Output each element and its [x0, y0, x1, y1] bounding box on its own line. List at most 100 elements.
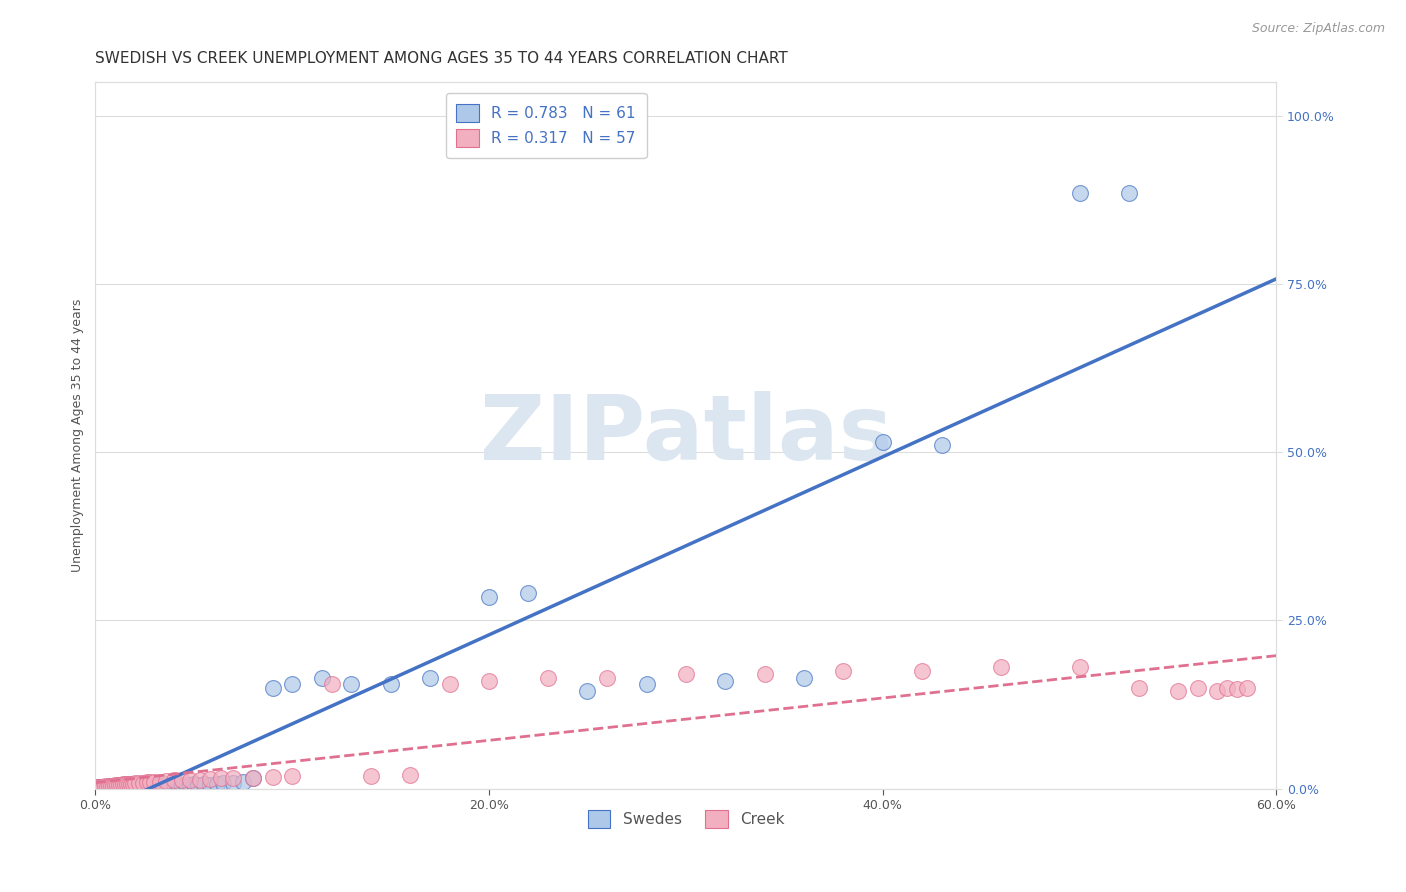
Point — [576, 684, 599, 698]
Point — [1206, 684, 1229, 698]
Point — [111, 780, 134, 794]
Point — [105, 778, 128, 792]
Point — [187, 778, 209, 792]
Text: Source: ZipAtlas.com: Source: ZipAtlas.com — [1251, 22, 1385, 36]
Point — [399, 768, 422, 782]
Point — [212, 776, 235, 790]
Point — [262, 770, 284, 784]
Point — [188, 772, 211, 787]
Point — [96, 780, 118, 794]
Point — [98, 779, 121, 793]
Point — [311, 671, 333, 685]
Point — [110, 779, 132, 793]
Point — [89, 780, 111, 794]
Point — [163, 778, 186, 792]
Point — [124, 776, 146, 790]
Point — [478, 673, 501, 688]
Point — [262, 681, 284, 695]
Point — [1226, 681, 1249, 696]
Point — [94, 779, 117, 793]
Text: ZIPatlas: ZIPatlas — [479, 392, 891, 479]
Point — [1128, 681, 1150, 695]
Point — [517, 586, 540, 600]
Point — [128, 776, 150, 790]
Point — [1069, 186, 1091, 201]
Point — [478, 590, 501, 604]
Point — [198, 778, 221, 792]
Point — [101, 780, 124, 794]
Point — [167, 778, 190, 792]
Point — [90, 780, 112, 794]
Point — [91, 780, 114, 794]
Point — [872, 435, 894, 450]
Point — [155, 774, 177, 789]
Point — [380, 677, 402, 691]
Point — [139, 775, 162, 789]
Point — [242, 771, 264, 785]
Point — [135, 775, 157, 789]
Point — [419, 671, 441, 685]
Point — [139, 779, 162, 793]
Point — [193, 777, 215, 791]
Point — [98, 779, 121, 793]
Point — [108, 780, 131, 794]
Point — [134, 778, 156, 792]
Point — [179, 778, 201, 792]
Point — [94, 780, 117, 794]
Point — [222, 772, 245, 786]
Point — [793, 671, 815, 685]
Point — [120, 777, 142, 791]
Point — [242, 772, 264, 786]
Point — [159, 778, 181, 792]
Point — [121, 780, 143, 794]
Point — [131, 776, 153, 790]
Point — [281, 769, 304, 783]
Point — [101, 779, 124, 793]
Point — [439, 677, 461, 691]
Point — [1236, 681, 1258, 695]
Point — [114, 777, 136, 791]
Point — [149, 774, 172, 789]
Point — [104, 778, 127, 792]
Point — [118, 777, 141, 791]
Point — [832, 664, 855, 678]
Point — [143, 774, 166, 789]
Point — [596, 671, 619, 685]
Point — [96, 780, 118, 794]
Legend: Swedes, Creek: Swedes, Creek — [582, 804, 790, 834]
Point — [89, 780, 111, 794]
Point — [143, 779, 166, 793]
Point — [170, 773, 193, 788]
Point — [990, 660, 1012, 674]
Point — [209, 772, 232, 786]
Point — [115, 780, 138, 794]
Point — [170, 779, 193, 793]
Point — [1187, 681, 1209, 695]
Point — [121, 777, 143, 791]
Y-axis label: Unemployment Among Ages 35 to 44 years: Unemployment Among Ages 35 to 44 years — [72, 299, 84, 572]
Point — [128, 779, 150, 793]
Point — [1069, 660, 1091, 674]
Point — [111, 777, 134, 791]
Point — [110, 778, 132, 792]
Point — [754, 667, 776, 681]
Point — [1118, 186, 1140, 201]
Text: SWEDISH VS CREEK UNEMPLOYMENT AMONG AGES 35 TO 44 YEARS CORRELATION CHART: SWEDISH VS CREEK UNEMPLOYMENT AMONG AGES… — [96, 51, 789, 66]
Point — [124, 779, 146, 793]
Point — [179, 772, 201, 787]
Point — [281, 677, 304, 691]
Point — [675, 667, 697, 681]
Point — [360, 769, 382, 783]
Point — [1167, 684, 1189, 698]
Point — [114, 779, 136, 793]
Point — [340, 677, 363, 691]
Point — [174, 778, 197, 792]
Point — [150, 779, 173, 793]
Point — [222, 776, 245, 790]
Point — [714, 673, 737, 688]
Point — [232, 774, 254, 789]
Point — [100, 780, 122, 794]
Point — [90, 780, 112, 794]
Point — [129, 780, 152, 794]
Point — [108, 778, 131, 792]
